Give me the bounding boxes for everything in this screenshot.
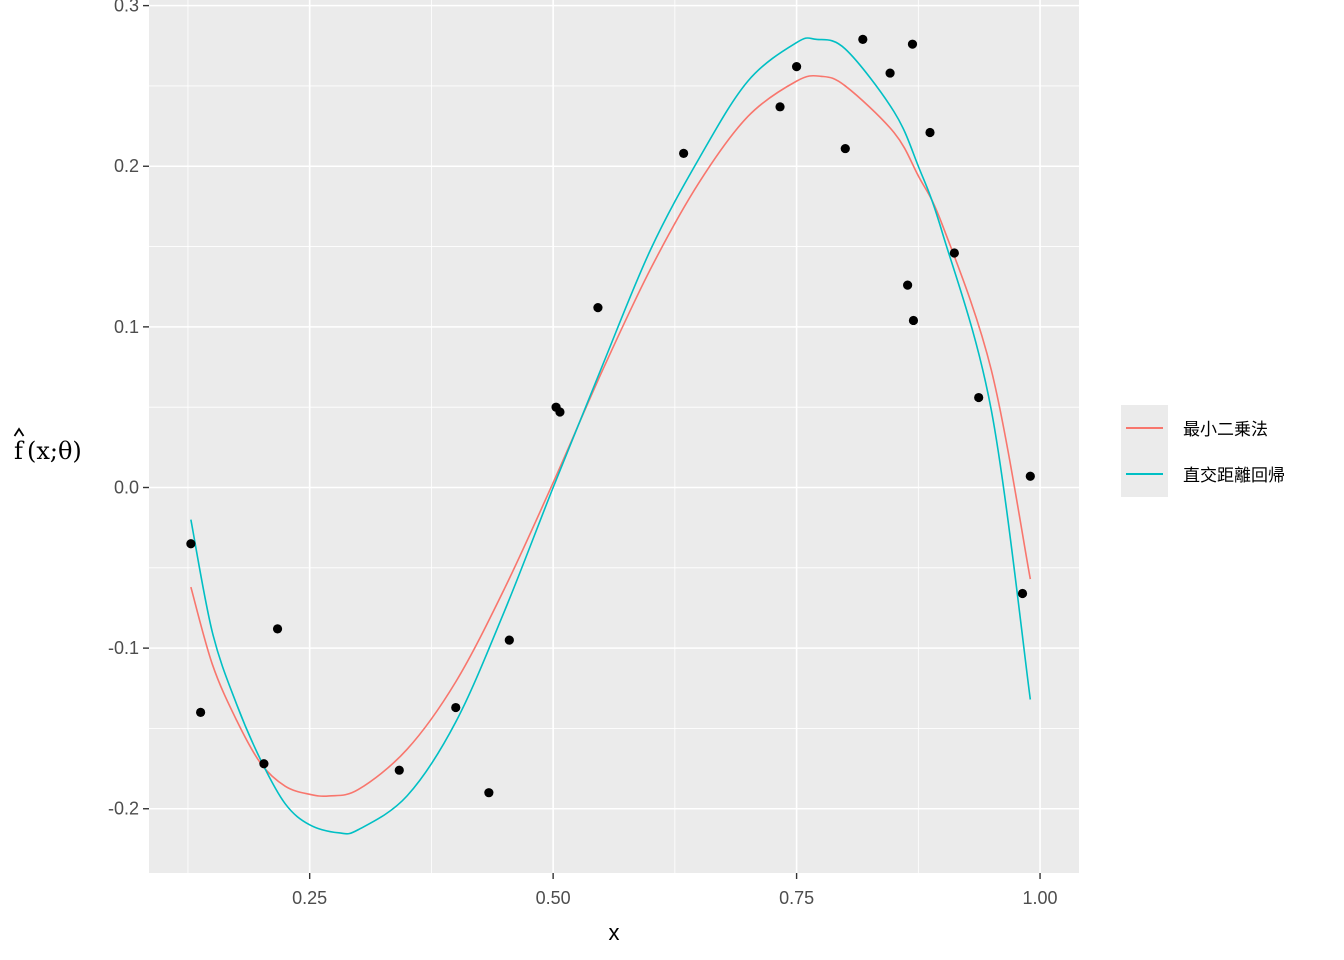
data-point xyxy=(840,143,850,154)
data-point xyxy=(791,62,802,72)
data-point xyxy=(593,302,603,313)
legend: 最小二乗法 直交距離回帰 xyxy=(1121,405,1285,497)
data-point xyxy=(903,280,913,290)
data-point xyxy=(949,248,959,258)
legend-label-2: 直交距離回帰 xyxy=(1183,466,1285,486)
y-axis-title: f (x;θ) xyxy=(13,427,82,465)
fitted-curves xyxy=(190,37,1032,835)
data-point xyxy=(679,148,689,158)
x-tick-label: 0.50 xyxy=(536,888,571,908)
data-point xyxy=(908,315,919,326)
data-point xyxy=(272,624,283,634)
data-point xyxy=(186,539,196,549)
x-tick-label: 1.00 xyxy=(1023,888,1058,908)
legend-label-1: 最小二乗法 xyxy=(1183,420,1268,440)
y-tick-label: -0.1 xyxy=(108,638,139,658)
data-point xyxy=(1017,588,1028,599)
major-grid xyxy=(149,0,1079,873)
data-point xyxy=(259,759,269,769)
y-tick-label: 0.0 xyxy=(114,477,139,497)
data-point xyxy=(451,702,461,713)
data-point xyxy=(555,407,565,417)
fit-curve-1 xyxy=(190,74,1032,798)
y-axis: -0.2 -0.1 0.0 0.1 0.2 0.3 xyxy=(108,0,149,819)
x-tick-label: 0.75 xyxy=(779,888,814,908)
data-point xyxy=(974,392,984,403)
data-point xyxy=(775,102,785,112)
panel-background xyxy=(149,0,1079,873)
data-points xyxy=(186,34,1035,798)
y-axis-title-args: (x;θ) xyxy=(27,437,82,465)
y-axis-title-f: f xyxy=(14,437,25,465)
data-point xyxy=(484,788,494,798)
data-point xyxy=(504,635,514,645)
y-tick-label: 0.1 xyxy=(114,317,139,337)
y-tick-label: 0.2 xyxy=(114,156,139,176)
y-tick-label: 0.3 xyxy=(114,0,139,16)
data-point xyxy=(907,39,918,49)
data-point xyxy=(1025,471,1035,481)
x-tick-label: 0.25 xyxy=(292,888,327,908)
fit-curve-2 xyxy=(190,37,1032,835)
x-axis-title: x xyxy=(609,920,620,945)
hat-icon xyxy=(13,427,25,437)
minor-grid xyxy=(149,0,1079,873)
data-point xyxy=(925,127,935,138)
data-point xyxy=(196,707,206,717)
data-point xyxy=(885,68,895,78)
data-point xyxy=(394,765,404,775)
data-point xyxy=(858,34,868,44)
y-tick-label: -0.2 xyxy=(108,799,139,819)
x-axis: 0.25 0.50 0.75 1.00 xyxy=(292,873,1058,908)
